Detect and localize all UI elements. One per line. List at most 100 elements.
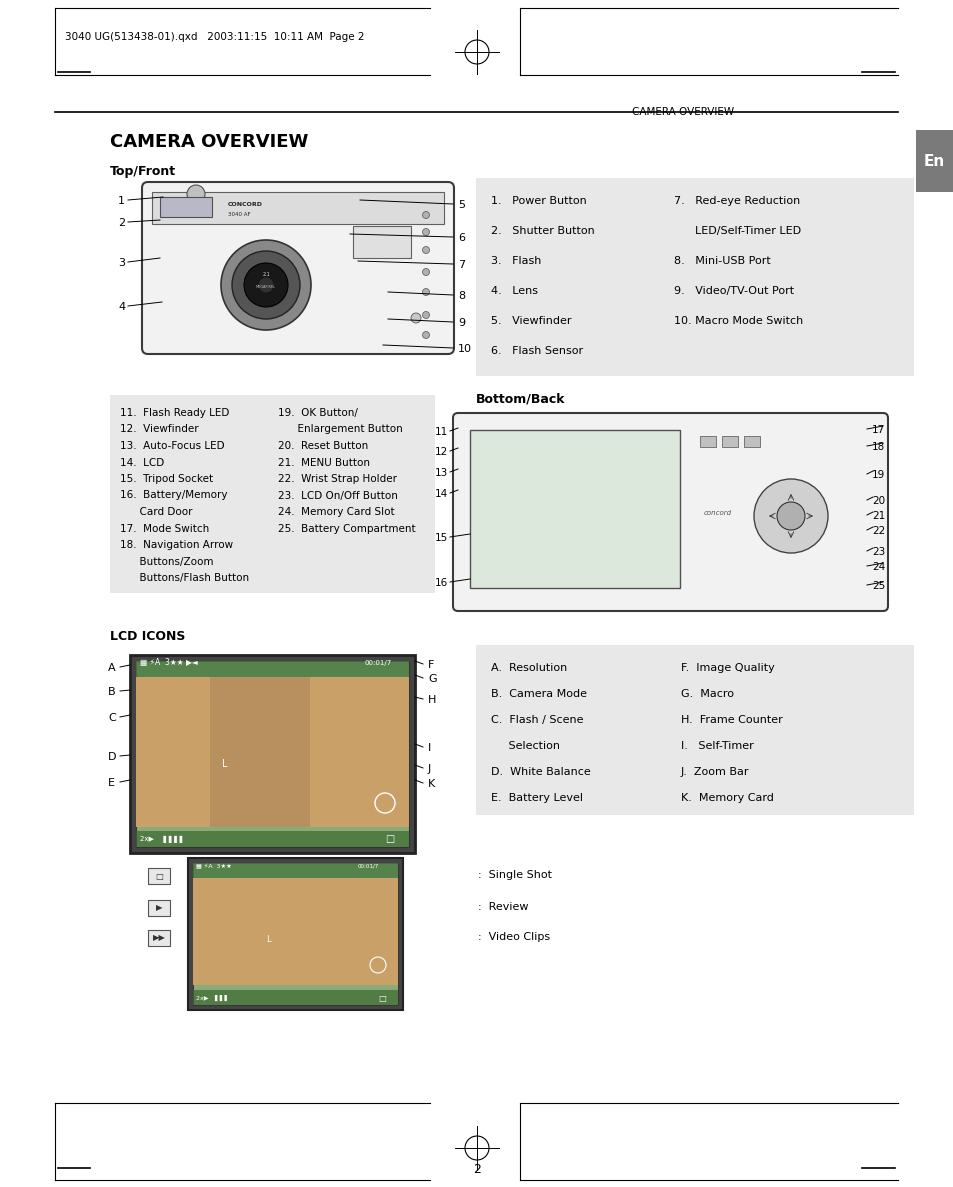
Text: En: En — [923, 153, 943, 169]
Bar — [476, 178, 913, 376]
Text: 8: 8 — [457, 291, 465, 301]
Text: 22.  Wrist Strap Holder: 22. Wrist Strap Holder — [277, 474, 396, 484]
Bar — [193, 990, 397, 1005]
Circle shape — [411, 313, 420, 323]
Text: 12.  Viewfinder: 12. Viewfinder — [120, 425, 198, 434]
Text: 6: 6 — [457, 233, 464, 243]
Text: :  Review: : Review — [477, 902, 528, 912]
Text: 10: 10 — [457, 344, 472, 354]
Text: 21.  MENU Button: 21. MENU Button — [277, 457, 370, 468]
Text: 24.  Memory Card Slot: 24. Memory Card Slot — [277, 507, 395, 518]
Text: 5: 5 — [457, 199, 464, 210]
Text: LED/Self-Timer LED: LED/Self-Timer LED — [673, 226, 801, 236]
Text: 15.  Tripod Socket: 15. Tripod Socket — [120, 474, 213, 484]
Text: 2x▶   ▐▐▐▐: 2x▶ ▐▐▐▐ — [140, 836, 182, 843]
Text: F: F — [428, 660, 434, 669]
Bar — [470, 430, 679, 588]
Text: 1.   Power Button: 1. Power Button — [491, 196, 586, 207]
Text: 2x▶  ▐▐▐: 2x▶ ▐▐▐ — [195, 995, 227, 1001]
Text: 2: 2 — [473, 1163, 480, 1176]
Text: 23: 23 — [871, 547, 884, 557]
Text: H.  Frame Counter: H. Frame Counter — [680, 715, 781, 725]
Text: ▦ ⚡A  3★★ ▶◄: ▦ ⚡A 3★★ ▶◄ — [140, 659, 197, 667]
Text: K: K — [428, 779, 435, 789]
Text: 11: 11 — [435, 427, 448, 437]
Bar — [193, 878, 397, 985]
Text: 2.   Shutter Button: 2. Shutter Button — [491, 226, 594, 236]
Text: 2.1: 2.1 — [262, 273, 270, 278]
Text: Selection: Selection — [491, 741, 559, 751]
Circle shape — [422, 331, 429, 338]
Bar — [743, 436, 760, 447]
Text: E: E — [108, 777, 115, 788]
Text: CAMERA OVERVIEW: CAMERA OVERVIEW — [631, 107, 734, 118]
Bar — [476, 645, 913, 815]
Text: 3040 UG(513438-01).qxd   2003:11:15  10:11 AM  Page 2: 3040 UG(513438-01).qxd 2003:11:15 10:11 … — [65, 32, 364, 42]
Text: CAMERA OVERVIEW: CAMERA OVERVIEW — [110, 133, 308, 151]
Bar — [148, 929, 170, 946]
Text: K.  Memory Card: K. Memory Card — [680, 793, 773, 802]
Text: L: L — [222, 758, 228, 769]
Text: CONCORD: CONCORD — [228, 202, 263, 207]
Text: 18: 18 — [871, 442, 884, 452]
Text: 00:01/7: 00:01/7 — [357, 863, 379, 869]
Text: 17: 17 — [871, 425, 884, 434]
Circle shape — [232, 250, 299, 319]
Text: B.  Camera Mode: B. Camera Mode — [491, 688, 586, 699]
Circle shape — [221, 240, 311, 330]
Circle shape — [187, 185, 205, 203]
Text: E.  Battery Level: E. Battery Level — [491, 793, 582, 802]
Text: 1: 1 — [118, 196, 125, 207]
Text: 19.  OK Button/: 19. OK Button/ — [277, 408, 357, 418]
FancyBboxPatch shape — [453, 413, 887, 611]
Circle shape — [257, 277, 274, 293]
Text: 16: 16 — [435, 578, 448, 588]
Text: 10. Macro Mode Switch: 10. Macro Mode Switch — [673, 316, 802, 326]
Circle shape — [422, 247, 429, 254]
Circle shape — [244, 264, 288, 307]
Text: 25: 25 — [871, 580, 884, 591]
Text: 16.  Battery/Memory: 16. Battery/Memory — [120, 490, 227, 501]
Text: 13.  Auto-Focus LED: 13. Auto-Focus LED — [120, 442, 224, 451]
Circle shape — [422, 268, 429, 275]
Text: Buttons/Flash Button: Buttons/Flash Button — [120, 573, 249, 583]
Text: □: □ — [385, 834, 394, 844]
Text: LCD ICONS: LCD ICONS — [110, 630, 185, 643]
Text: 13: 13 — [435, 468, 448, 478]
Text: :  Single Shot: : Single Shot — [477, 870, 552, 880]
Text: B: B — [108, 687, 115, 697]
Text: ▶: ▶ — [155, 903, 162, 913]
Bar — [193, 863, 397, 878]
Text: Card Door: Card Door — [120, 507, 193, 518]
Text: I: I — [428, 743, 431, 753]
Text: 17.  Mode Switch: 17. Mode Switch — [120, 523, 209, 533]
Text: Top/Front: Top/Front — [110, 165, 176, 178]
Text: 5.   Viewfinder: 5. Viewfinder — [491, 316, 571, 326]
Text: □: □ — [377, 994, 385, 1003]
Bar — [136, 661, 409, 677]
Bar — [915, 131, 952, 192]
Text: A.  Resolution: A. Resolution — [491, 664, 567, 673]
Text: Bottom/Back: Bottom/Back — [476, 393, 565, 406]
Text: 12: 12 — [435, 447, 448, 457]
Circle shape — [776, 502, 804, 531]
Text: G.  Macro: G. Macro — [680, 688, 733, 699]
Text: :  Video Clips: : Video Clips — [477, 932, 550, 942]
Text: 20: 20 — [871, 496, 884, 506]
Text: 7.   Red-eye Reduction: 7. Red-eye Reduction — [673, 196, 800, 207]
Text: A: A — [108, 664, 115, 673]
Text: D.  White Balance: D. White Balance — [491, 767, 590, 777]
Text: 19: 19 — [871, 470, 884, 480]
Bar — [188, 858, 402, 1010]
Bar — [148, 868, 170, 884]
Text: 3: 3 — [118, 258, 125, 268]
Text: MEGAPIXEL: MEGAPIXEL — [255, 285, 275, 288]
Text: 3.   Flash: 3. Flash — [491, 256, 540, 266]
Text: 00:01/7: 00:01/7 — [365, 660, 392, 666]
Bar — [210, 677, 310, 827]
Text: J.  Zoom Bar: J. Zoom Bar — [680, 767, 749, 777]
Text: 3040 AF: 3040 AF — [228, 211, 251, 216]
Text: Buttons/Zoom: Buttons/Zoom — [120, 557, 213, 566]
Text: ▦ ⚡A  3★★: ▦ ⚡A 3★★ — [195, 863, 232, 869]
Bar — [353, 226, 411, 258]
